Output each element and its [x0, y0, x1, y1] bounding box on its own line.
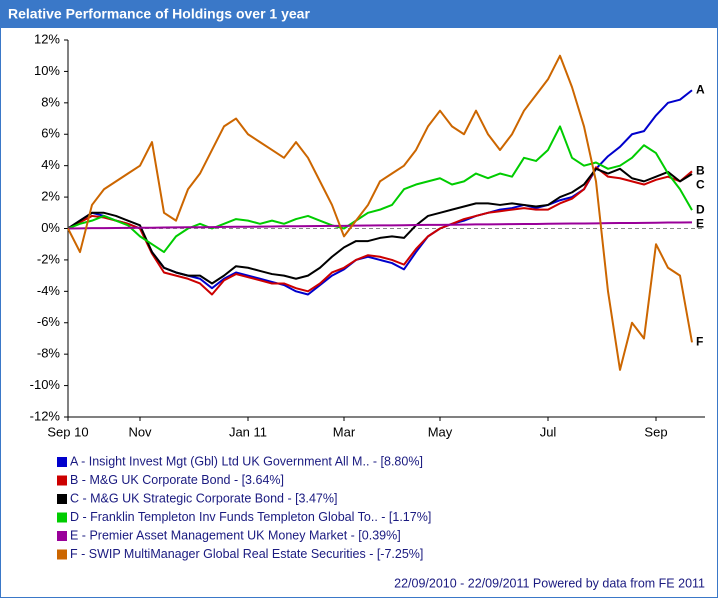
- y-tick-label: -2%: [37, 251, 61, 266]
- legend-label: B - M&G UK Corporate Bond - [3.64%]: [70, 473, 284, 487]
- series-line: [67, 166, 693, 296]
- legend-swatch: [57, 512, 67, 523]
- y-tick-label: 12%: [34, 31, 60, 46]
- title-bar: [0, 0, 718, 28]
- legend-swatch: [57, 494, 67, 504]
- end-label: B: [696, 163, 705, 177]
- end-label: D: [696, 202, 705, 216]
- legend-label: E - Premier Asset Management UK Money Ma…: [70, 528, 401, 542]
- y-tick-label: 8%: [41, 94, 60, 109]
- legend-swatch: [57, 475, 67, 486]
- y-tick-label: -6%: [37, 314, 61, 329]
- x-tick-label: Mar: [333, 424, 356, 439]
- series-line: [67, 221, 693, 230]
- legend-label: D - Franklin Templeton Inv Funds Templet…: [70, 510, 431, 524]
- legend-swatch: [57, 531, 67, 541]
- series-line: [67, 167, 693, 285]
- y-tick-label: 2%: [41, 189, 60, 204]
- y-tick-label: -10%: [30, 377, 61, 392]
- end-label: E: [696, 216, 704, 230]
- series-line: [67, 125, 693, 254]
- y-tick-label: 6%: [41, 126, 60, 141]
- end-label: F: [696, 335, 703, 349]
- legend-swatch: [57, 457, 67, 467]
- y-tick-label: 0%: [41, 220, 60, 235]
- legend-label: F - SWIP MultiManager Global Real Estate…: [70, 547, 423, 561]
- chart-title: Relative Performance of Holdings over 1 …: [8, 6, 310, 22]
- y-tick-label: -12%: [30, 408, 61, 423]
- end-label: A: [696, 82, 705, 96]
- legend-label: A - Insight Invest Mgt (Gbl) Ltd UK Gove…: [70, 454, 423, 468]
- y-tick-label: -8%: [37, 346, 61, 361]
- series-line: [67, 54, 693, 371]
- y-tick-label: 10%: [34, 63, 60, 78]
- y-tick-label: 4%: [41, 157, 60, 172]
- legend-swatch: [57, 549, 67, 560]
- x-tick-label: Nov: [128, 424, 152, 439]
- legend-label: C - M&G UK Strategic Corporate Bond - [3…: [70, 491, 337, 505]
- x-tick-label: Sep: [644, 424, 667, 439]
- x-tick-label: Jul: [540, 424, 557, 439]
- x-tick-label: Jan 11: [229, 424, 267, 439]
- footer: 22/09/2010 - 22/09/2011 Powered by data …: [394, 576, 705, 590]
- y-tick-label: -4%: [37, 283, 61, 298]
- x-tick-label: Sep 10: [47, 424, 88, 439]
- x-tick-label: May: [428, 424, 453, 439]
- end-label: C: [696, 177, 705, 191]
